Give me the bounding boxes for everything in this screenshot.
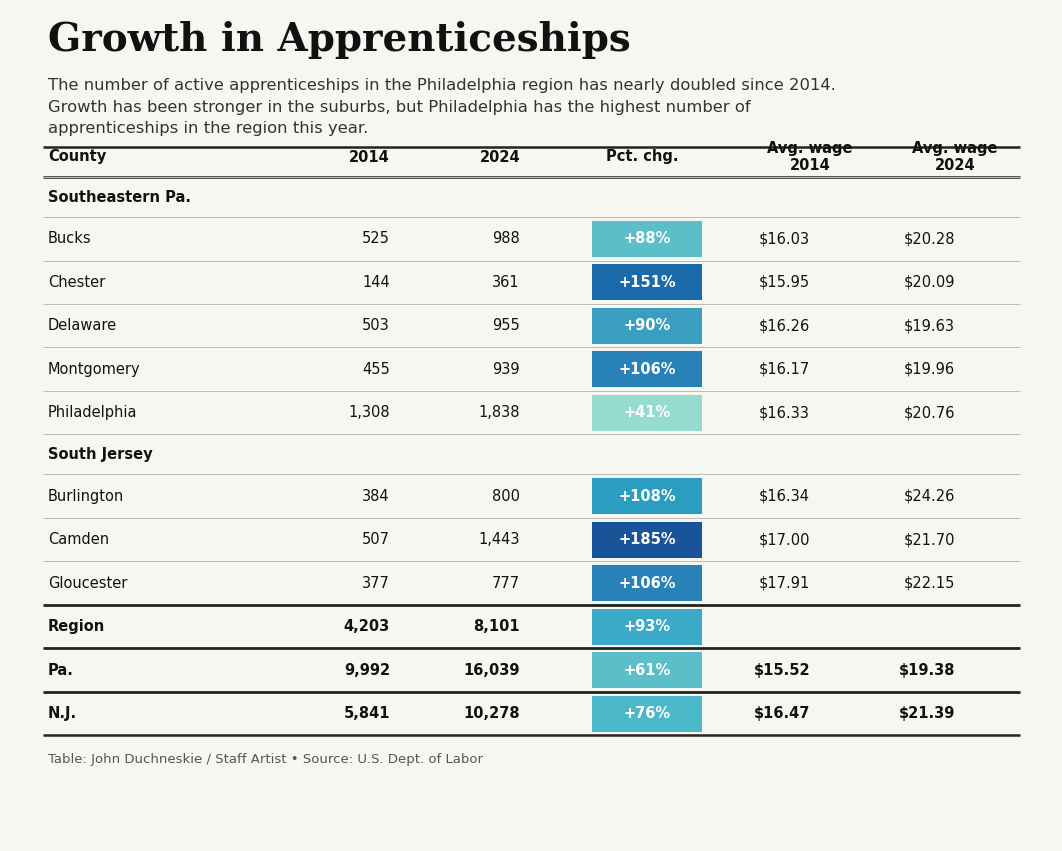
Text: 377: 377 <box>362 576 390 591</box>
Bar <box>592 609 702 644</box>
Text: 525: 525 <box>362 231 390 246</box>
Text: 1,443: 1,443 <box>479 532 520 547</box>
Text: 2014: 2014 <box>349 150 390 164</box>
Bar <box>592 265 702 300</box>
Text: 144: 144 <box>362 275 390 289</box>
Text: $15.52: $15.52 <box>753 663 810 677</box>
Text: Montgomery: Montgomery <box>48 362 140 377</box>
Text: +76%: +76% <box>623 706 670 722</box>
Bar <box>592 696 702 732</box>
Text: Pct. chg.: Pct. chg. <box>605 150 679 164</box>
Text: +106%: +106% <box>618 362 675 377</box>
Text: +41%: +41% <box>623 405 670 420</box>
Text: 955: 955 <box>493 318 520 334</box>
Text: The number of active apprenticeships in the Philadelphia region has nearly doubl: The number of active apprenticeships in … <box>48 78 836 136</box>
Text: Gloucester: Gloucester <box>48 576 127 591</box>
Text: 939: 939 <box>493 362 520 377</box>
Text: $22.15: $22.15 <box>904 576 955 591</box>
Bar <box>592 478 702 514</box>
Text: $21.70: $21.70 <box>904 532 955 547</box>
Text: $16.33: $16.33 <box>759 405 810 420</box>
Text: N.J.: N.J. <box>48 706 78 722</box>
Text: 2024: 2024 <box>479 150 520 164</box>
Text: 1,838: 1,838 <box>479 405 520 420</box>
Text: 777: 777 <box>492 576 520 591</box>
Text: 4,203: 4,203 <box>344 620 390 634</box>
Text: Table: John Duchneskie / Staff Artist • Source: U.S. Dept. of Labor: Table: John Duchneskie / Staff Artist • … <box>48 753 483 767</box>
Text: Burlington: Burlington <box>48 488 124 504</box>
Text: Avg. wage
2024: Avg. wage 2024 <box>912 140 998 174</box>
Text: 507: 507 <box>362 532 390 547</box>
Text: 8,101: 8,101 <box>474 620 520 634</box>
Bar <box>592 653 702 688</box>
Text: $24.26: $24.26 <box>904 488 955 504</box>
Text: Pa.: Pa. <box>48 663 74 677</box>
Bar <box>592 308 702 344</box>
Text: +106%: +106% <box>618 576 675 591</box>
Text: +108%: +108% <box>618 488 675 504</box>
Text: +88%: +88% <box>623 231 671 246</box>
Text: 16,039: 16,039 <box>463 663 520 677</box>
Text: 5,841: 5,841 <box>343 706 390 722</box>
Text: 800: 800 <box>492 488 520 504</box>
Bar <box>592 221 702 257</box>
Text: +185%: +185% <box>618 532 675 547</box>
Text: 9,992: 9,992 <box>344 663 390 677</box>
Text: County: County <box>48 150 106 164</box>
Text: Bucks: Bucks <box>48 231 91 246</box>
Text: $16.03: $16.03 <box>759 231 810 246</box>
Bar <box>592 565 702 601</box>
Text: $19.63: $19.63 <box>904 318 955 334</box>
Text: Chester: Chester <box>48 275 105 289</box>
Text: +93%: +93% <box>623 620 670 634</box>
Text: +61%: +61% <box>623 663 670 677</box>
Text: Southeastern Pa.: Southeastern Pa. <box>48 190 191 204</box>
Bar <box>592 395 702 431</box>
Text: South Jersey: South Jersey <box>48 447 153 462</box>
Text: $19.96: $19.96 <box>904 362 955 377</box>
Text: 503: 503 <box>362 318 390 334</box>
Text: $20.28: $20.28 <box>904 231 955 246</box>
Text: $21.39: $21.39 <box>898 706 955 722</box>
Text: 1,308: 1,308 <box>348 405 390 420</box>
Text: Avg. wage
2014: Avg. wage 2014 <box>767 140 853 174</box>
Text: $17.91: $17.91 <box>758 576 810 591</box>
Text: 988: 988 <box>493 231 520 246</box>
Text: Delaware: Delaware <box>48 318 117 334</box>
Text: $16.17: $16.17 <box>758 362 810 377</box>
Text: $20.76: $20.76 <box>904 405 955 420</box>
Text: $16.47: $16.47 <box>754 706 810 722</box>
Text: Philadelphia: Philadelphia <box>48 405 137 420</box>
Text: Camden: Camden <box>48 532 109 547</box>
Text: $20.09: $20.09 <box>904 275 955 289</box>
Text: +151%: +151% <box>618 275 675 289</box>
Bar <box>592 351 702 387</box>
Text: 10,278: 10,278 <box>463 706 520 722</box>
Text: $19.38: $19.38 <box>898 663 955 677</box>
Text: 384: 384 <box>362 488 390 504</box>
Text: Growth in Apprenticeships: Growth in Apprenticeships <box>48 21 631 59</box>
Text: +90%: +90% <box>623 318 670 334</box>
Text: 361: 361 <box>493 275 520 289</box>
Text: $17.00: $17.00 <box>758 532 810 547</box>
Text: $16.34: $16.34 <box>759 488 810 504</box>
Bar <box>592 522 702 557</box>
Text: 455: 455 <box>362 362 390 377</box>
Text: $16.26: $16.26 <box>758 318 810 334</box>
Text: $15.95: $15.95 <box>759 275 810 289</box>
Text: Region: Region <box>48 620 105 634</box>
